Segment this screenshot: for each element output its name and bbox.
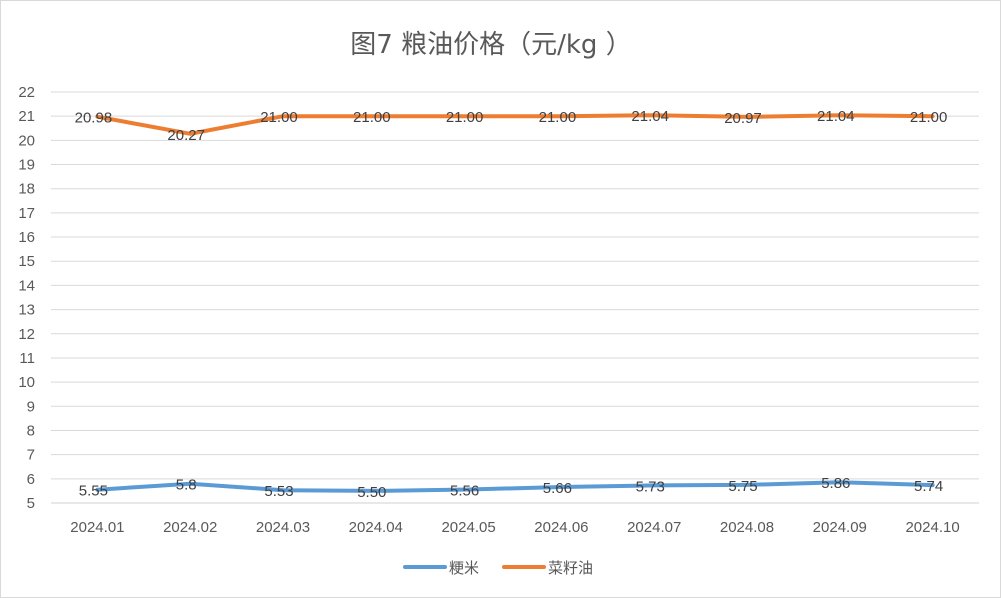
data-label: 5.75 <box>728 478 757 495</box>
x-axis-ticks: 2024.01 2024.02 2024.03 2024.04 2024.05 2024.… <box>70 519 959 536</box>
y-tick-label: 20 <box>18 132 35 149</box>
chart-title: 图7 粮油价格（元/kg ） <box>350 30 631 60</box>
data-label: 5.53 <box>264 483 293 500</box>
x-tick-label: 2024.03 <box>256 519 310 536</box>
y-axis-ticks: 5 6 7 8 9 10 11 12 13 14 15 16 17 18 19 20 21 22 <box>18 84 35 512</box>
y-tick-label: 21 <box>18 108 35 125</box>
data-label: 21.00 <box>910 109 948 126</box>
y-tick-label: 6 <box>27 471 35 488</box>
data-label: 21.00 <box>353 109 391 126</box>
y-tick-label: 5 <box>27 495 35 512</box>
x-tick-label: 2024.05 <box>441 519 495 536</box>
data-label: 21.00 <box>539 109 577 126</box>
y-tick-label: 11 <box>19 350 35 367</box>
data-label: 5.56 <box>450 482 479 499</box>
data-label: 20.98 <box>75 110 113 127</box>
gridlines <box>51 91 979 504</box>
legend-label: 菜籽油 <box>548 559 593 577</box>
data-label: 5.73 <box>636 478 665 495</box>
y-tick-label: 14 <box>18 277 35 294</box>
data-label: 21.04 <box>817 108 855 125</box>
series-line-1 <box>95 480 935 493</box>
y-tick-label: 9 <box>27 398 35 415</box>
y-tick-label: 10 <box>18 374 35 391</box>
data-label: 20.27 <box>167 127 205 144</box>
data-label: 5.50 <box>357 484 386 501</box>
data-label: 21.00 <box>446 109 484 126</box>
series-line-2 <box>95 113 935 136</box>
data-label: 5.86 <box>821 475 850 492</box>
x-tick-label: 2024.09 <box>813 519 867 536</box>
data-label: 5.8 <box>176 477 197 494</box>
legend: 粳米 菜籽油 <box>403 559 593 577</box>
data-label: 5.66 <box>543 480 572 497</box>
data-label: 21.00 <box>260 109 298 126</box>
y-tick-label: 7 <box>27 447 35 464</box>
x-tick-label: 2024.08 <box>720 519 774 536</box>
x-tick-label: 2024.06 <box>534 519 588 536</box>
data-label: 5.55 <box>79 483 108 500</box>
legend-label: 粳米 <box>449 559 479 577</box>
x-tick-label: 2024.04 <box>349 519 403 536</box>
data-label: 21.04 <box>631 108 669 125</box>
x-tick-label: 2024.01 <box>70 519 124 536</box>
data-label: 5.74 <box>914 478 943 495</box>
y-tick-label: 16 <box>18 229 35 246</box>
y-tick-label: 17 <box>18 205 35 222</box>
y-tick-label: 13 <box>18 302 35 319</box>
y-tick-label: 12 <box>18 326 35 343</box>
y-tick-label: 15 <box>18 253 35 270</box>
y-tick-label: 18 <box>18 181 35 198</box>
data-label: 20.97 <box>724 110 762 127</box>
y-tick-label: 22 <box>18 84 35 101</box>
y-tick-label: 8 <box>27 422 35 439</box>
x-tick-label: 2024.02 <box>163 519 217 536</box>
y-tick-label: 19 <box>18 157 35 174</box>
x-tick-label: 2024.10 <box>905 519 959 536</box>
data-labels: 5.55 5.8 5.53 5.50 5.56 5.66 5.73 5.75 5.86 5.74 2… <box>75 108 948 501</box>
x-tick-label: 2024.07 <box>627 519 681 536</box>
series-lines <box>95 113 935 493</box>
